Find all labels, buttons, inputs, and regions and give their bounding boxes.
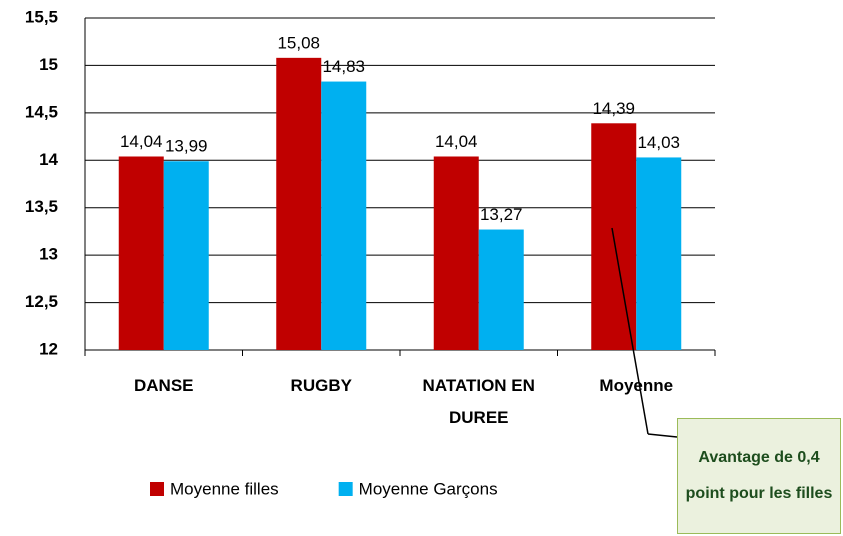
x-tick-label: NATATION EN DUREE (422, 376, 535, 427)
value-label: 14,83 (322, 57, 365, 76)
y-tick-label: 14 (39, 150, 58, 169)
y-tick-label: 12 (39, 339, 58, 358)
value-label: 15,08 (277, 33, 320, 52)
value-label: 14,03 (637, 133, 680, 152)
bar (321, 81, 367, 350)
annotation: Avantage de 0,4 point pour les filles (677, 418, 841, 534)
value-label: 13,99 (165, 137, 208, 156)
bar (433, 156, 479, 350)
callout-line (611, 227, 649, 435)
legend-swatch (338, 482, 353, 496)
y-tick-label: 15 (39, 55, 58, 74)
bar (636, 157, 682, 350)
legend-label: Moyenne filles (170, 479, 279, 498)
y-tick-label: 14,5 (25, 102, 58, 121)
y-tick-label: 12,5 (25, 292, 58, 311)
bar (478, 229, 524, 350)
x-tick-label: RUGBY (290, 376, 352, 395)
value-label: 14,04 (120, 132, 163, 151)
y-tick-label: 13,5 (25, 197, 58, 216)
x-tick-label: Moyenne (599, 376, 674, 395)
bar (118, 156, 164, 350)
bar (276, 57, 322, 351)
x-tick-label: DANSE (133, 376, 194, 395)
value-label: 13,27 (480, 205, 523, 224)
legend-label: Moyenne Garçons (359, 479, 498, 498)
y-tick-label: 13 (39, 245, 58, 264)
legend-swatch (150, 482, 164, 496)
value-label: 14,04 (435, 132, 478, 151)
bar (163, 161, 209, 350)
y-tick-label: 15,5 (25, 7, 58, 26)
value-label: 14,39 (592, 99, 635, 118)
callout-line (647, 433, 678, 438)
